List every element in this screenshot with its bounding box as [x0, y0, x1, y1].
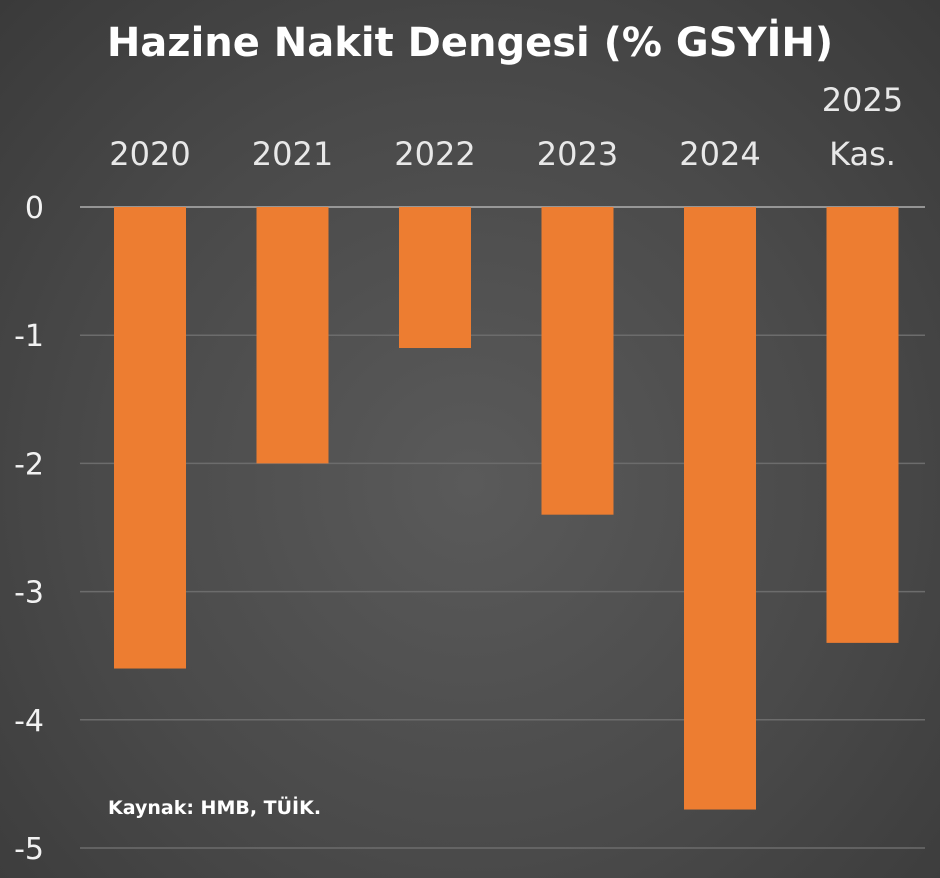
x-tick-label: 2023 — [537, 135, 618, 173]
bar-2021 — [256, 207, 329, 464]
y-tick-label: 0 — [25, 191, 44, 226]
y-tick-label: -1 — [14, 319, 44, 354]
bar-2024 — [684, 207, 756, 810]
x-tick-label: 2024 — [679, 135, 760, 173]
y-tick-label: -4 — [14, 704, 44, 739]
x-tick-label: 2025 — [822, 81, 903, 119]
bar-2020 — [114, 207, 186, 669]
y-tick-label: -2 — [14, 447, 44, 482]
bar-2025-Kas. — [826, 207, 899, 643]
x-tick-label: Kas. — [829, 135, 896, 173]
source-note: Kaynak: HMB, TÜİK. — [108, 795, 321, 819]
chart-title: Hazine Nakit Dengesi (% GSYİH) — [107, 18, 833, 66]
y-tick-label: -5 — [14, 832, 44, 867]
x-tick-label: 2022 — [394, 135, 475, 173]
x-tick-label: 2021 — [252, 135, 333, 173]
bar-2023 — [541, 207, 614, 515]
bar-2022 — [399, 207, 471, 349]
x-tick-label: 2020 — [109, 135, 190, 173]
y-tick-label: -3 — [14, 576, 44, 611]
